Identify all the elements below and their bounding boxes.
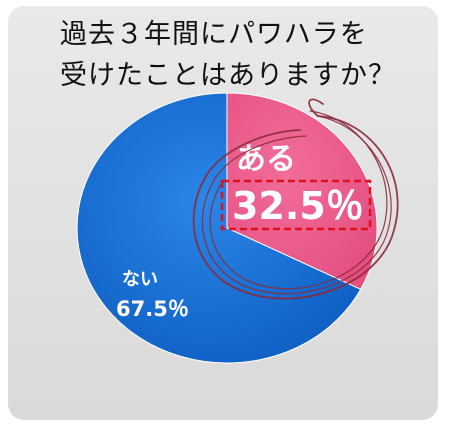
slice-label-no-category: ない [122,269,158,290]
slice-label-yes-value: 32.5％ [232,184,364,228]
hand-drawn-circle-stroke [192,98,399,300]
chart-title: 過去３年間にパワハラを 受けたことはありますか？ [60,19,396,91]
slice-label-yes-category: ある [236,142,296,177]
hand-drawn-circle-stroke [209,110,388,290]
highlight-box [220,179,372,231]
pie-slice-no [76,92,362,364]
slice-label-no-value: 67.5％ [116,297,189,321]
hand-drawn-circle-stroke [201,115,392,295]
